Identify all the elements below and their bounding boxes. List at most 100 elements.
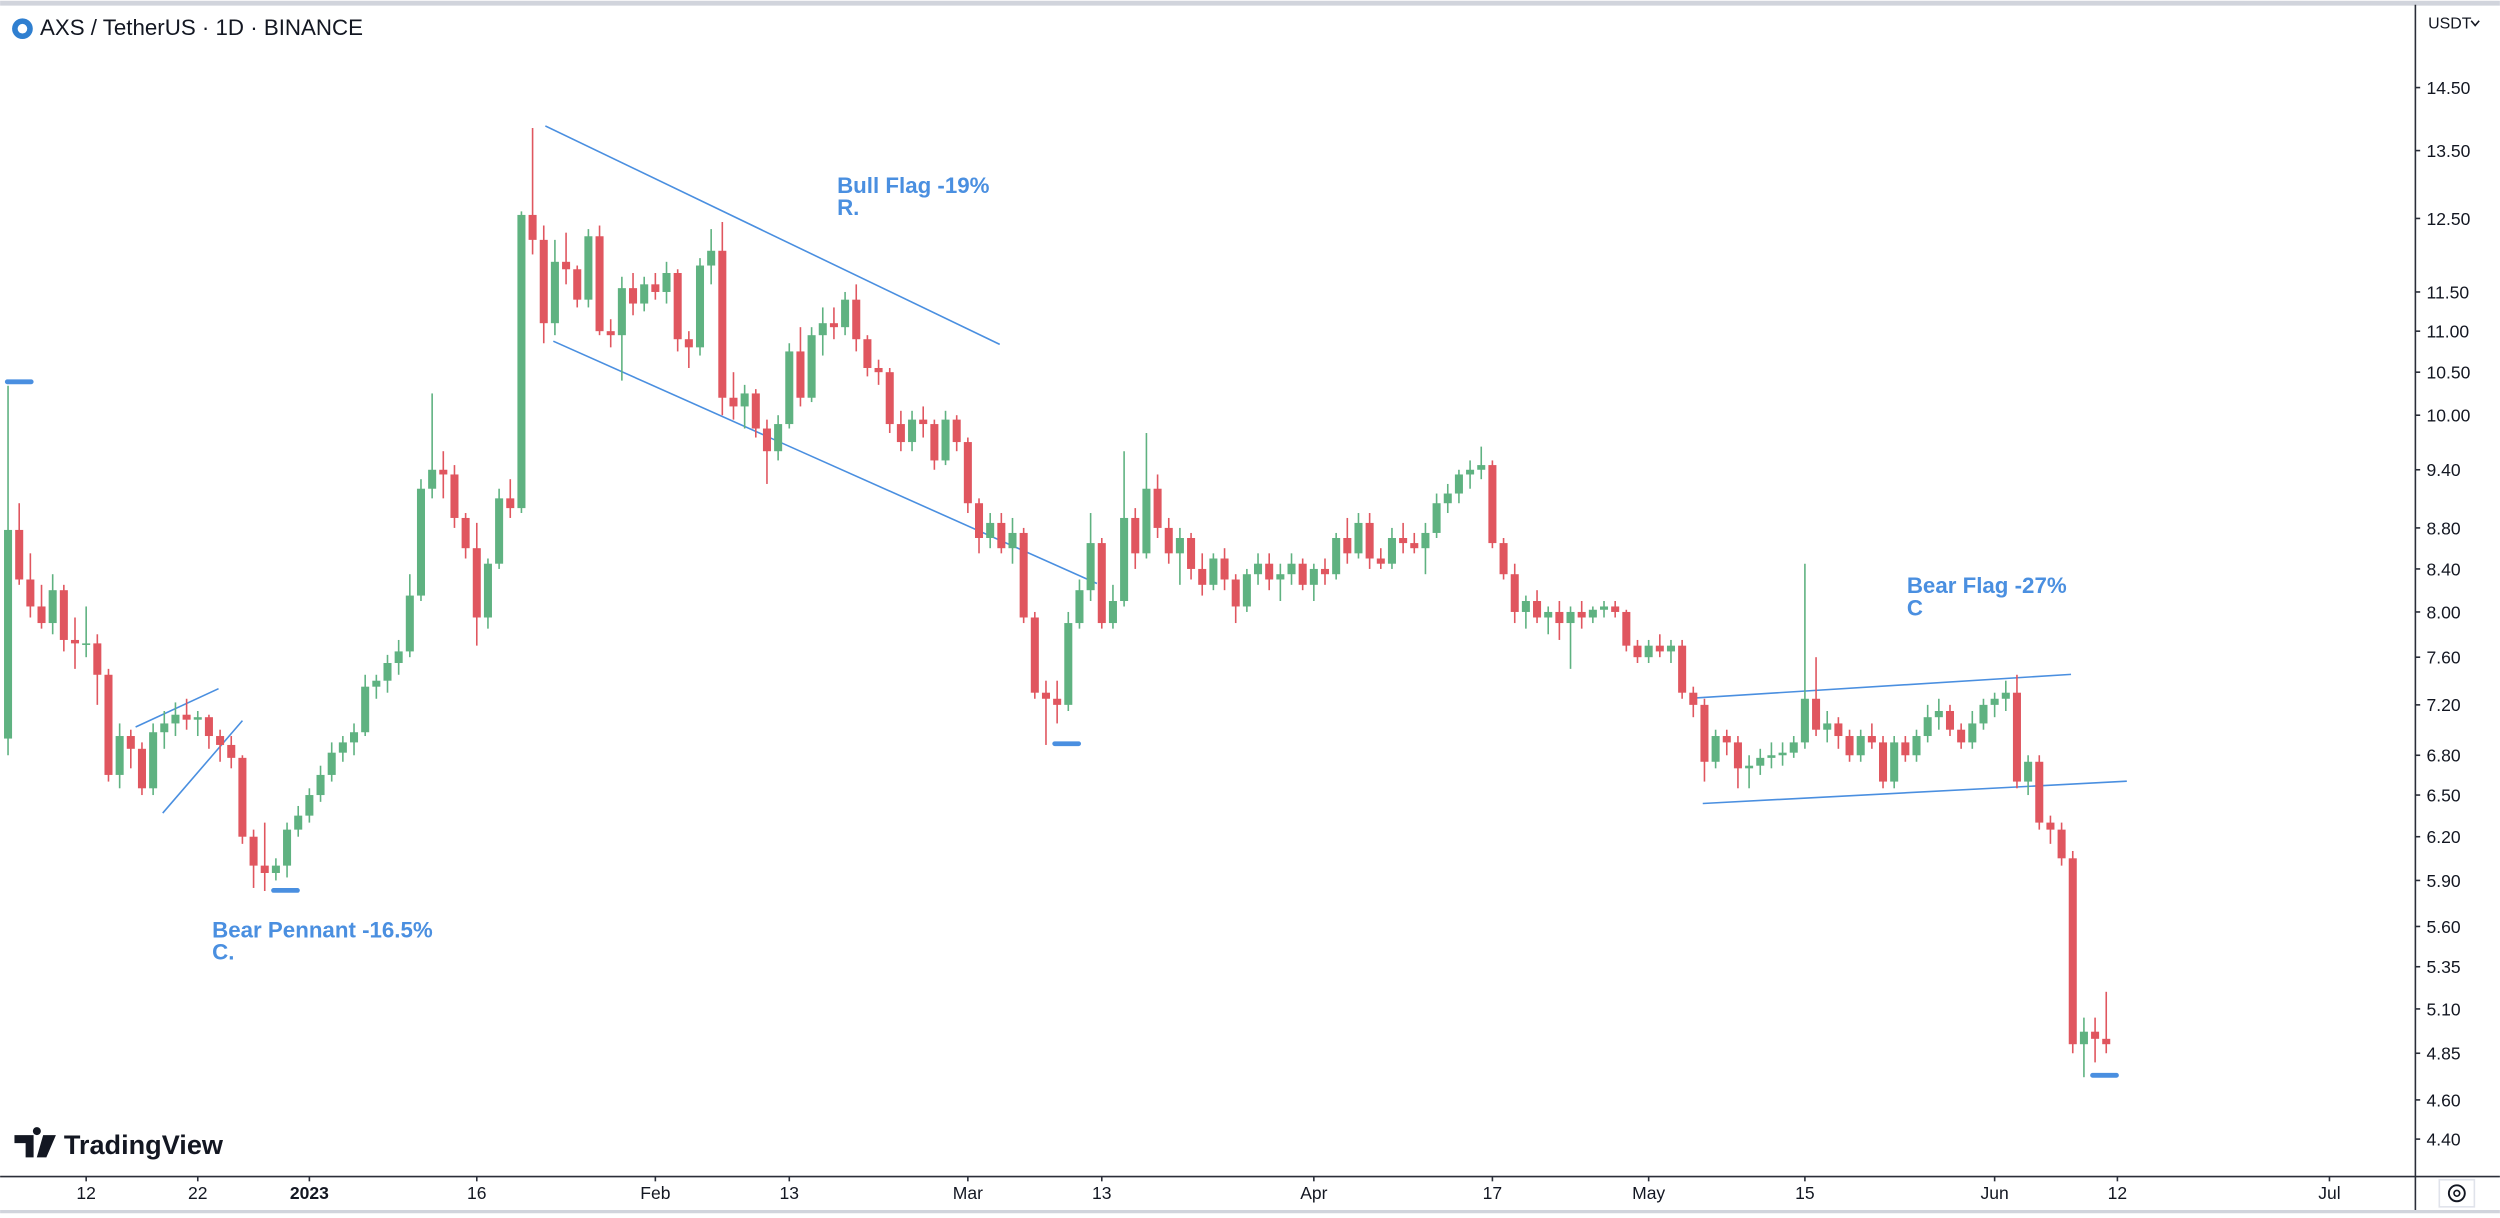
candle-body [1086,543,1095,591]
candle-body [1265,563,1274,580]
candle-body [1789,742,1798,753]
candle-body [1934,711,1943,718]
candle-body [707,250,716,266]
candle-body [986,522,995,538]
candle-body [26,579,35,607]
candle-body [450,474,459,518]
candle-body [1410,543,1419,549]
candle-body [316,774,325,796]
candle-body [1164,527,1173,554]
y-tick-label: 11.00 [2427,322,2470,342]
candle-body [1812,698,1821,730]
candle-body [1499,543,1508,575]
candle-body [941,419,950,461]
candle-body [1231,579,1240,607]
candle-body [372,680,381,687]
x-tick-label: Feb [640,1183,670,1203]
candle-body [1041,692,1050,699]
candle-body [896,424,905,443]
candle-body [1008,532,1017,549]
candle-body [1689,692,1698,705]
candle-body [885,372,894,425]
y-tick-label: 5.60 [2427,917,2461,937]
candle-body [584,236,593,300]
candle-body [695,265,705,348]
candle-body [1175,537,1184,554]
candle-body [952,419,961,443]
candle-body [15,529,24,580]
candle-body [662,273,671,292]
candle-body [606,331,615,336]
settings-button[interactable] [2438,1178,2476,1208]
candle-body [1142,488,1151,554]
currency-chevron [2470,20,2480,27]
candle-body [193,717,202,720]
candle-body [1432,503,1441,533]
candle-body [1254,563,1263,575]
candle-body [1588,609,1597,618]
candle-body [1030,617,1039,693]
candle-body [160,723,169,733]
candle-body [1276,574,1285,580]
candle-body [740,393,749,407]
candle-body [1108,601,1117,624]
x-tick-label: 22 [188,1183,207,1203]
trend-line [1702,780,2127,805]
candle-body [405,595,414,652]
y-tick-label: 5.90 [2427,871,2461,891]
plot-area: 14.50 13.50 12.50 11.50 11.00 10.50 10.00 9.40 8… [4,78,2471,1203]
candle-body [528,214,537,240]
candle-body [595,236,604,332]
candle-body [1332,537,1341,575]
y-tick-label: 8.80 [2427,518,2461,538]
chart-title: AXS / TetherUS · 1D · BINANCE [40,15,363,40]
candle-body [1890,742,1899,782]
trend-line [545,125,1001,346]
y-tick-label: 7.20 [2427,695,2461,715]
y-tick-label: 14.50 [2427,78,2471,98]
candle-body [37,606,46,624]
candle-body [1287,563,1296,575]
candle-body [1320,568,1330,575]
candle-body [2024,761,2033,782]
brand-logo: TradingView [14,1127,224,1160]
candle-body [327,752,336,775]
extreme-marker [271,887,300,893]
candle-body [930,424,939,461]
candle-body [908,419,917,443]
candle-body [919,419,928,425]
candle-body [1678,645,1687,693]
candle-body [1834,723,1843,737]
candle-body [1298,563,1307,585]
trend-line [162,720,244,814]
candle-body [1019,532,1028,618]
y-tick-label: 4.60 [2427,1090,2461,1110]
currency-button[interactable]: USDT [2428,16,2472,33]
extreme-marker [4,379,34,385]
y-tick-label: 11.50 [2427,282,2470,302]
x-tick-label: 15 [1795,1183,1814,1203]
candle-body [361,686,370,733]
candle-body [829,323,838,328]
y-tick-label: 8.00 [2427,602,2461,622]
brand-name: TradingView [64,1129,224,1160]
candle-body [1856,736,1865,756]
x-tick-label: Jul [2318,1183,2340,1203]
candle-body [104,674,113,775]
candle-body [818,323,827,336]
candle-body [1443,493,1452,504]
candle-body [1599,606,1609,610]
candle-body [1187,537,1196,569]
candle-body [1767,755,1776,758]
y-tick-label: 5.35 [2427,957,2461,977]
candle-body [1343,537,1352,554]
candle-body [1354,522,1363,554]
candle-body [1666,645,1675,652]
candle-body [271,865,280,874]
candle-body [1399,537,1408,544]
trend-line [135,687,219,728]
y-tick-label: 6.20 [2427,827,2461,847]
candle-body [1220,558,1229,580]
candle-body [204,717,213,737]
